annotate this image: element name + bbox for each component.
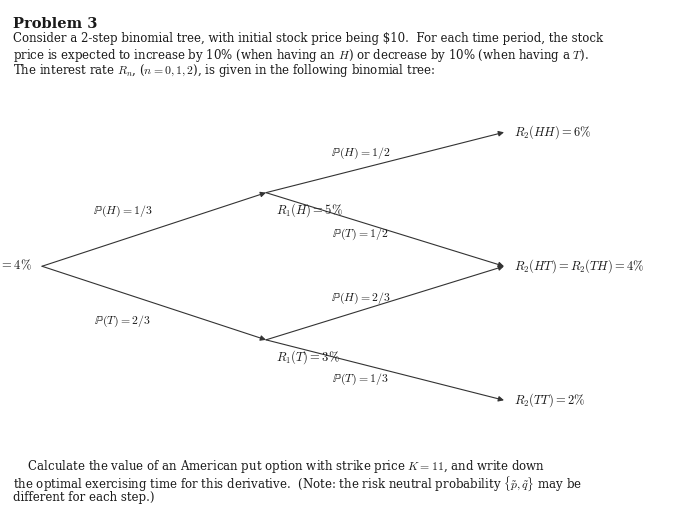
Text: $R_2(HH) = 6\%$: $R_2(HH) = 6\%$ xyxy=(514,124,592,141)
Text: $\mathbb{P}(H) = 2/3$: $\mathbb{P}(H) = 2/3$ xyxy=(330,291,391,306)
Text: Problem 3: Problem 3 xyxy=(13,17,97,31)
Text: $\mathbb{P}(H) = 1/3$: $\mathbb{P}(H) = 1/3$ xyxy=(92,204,153,219)
Text: the optimal exercising time for this derivative.  (Note: the risk neutral probab: the optimal exercising time for this der… xyxy=(13,474,582,493)
Text: $\mathbb{P}(T) = 2/3$: $\mathbb{P}(T) = 2/3$ xyxy=(94,313,150,329)
Text: $\mathbb{P}(T) = 1/2$: $\mathbb{P}(T) = 1/2$ xyxy=(332,226,389,242)
Text: $R_2(HT) = R_2(TH) = 4\%$: $R_2(HT) = R_2(TH) = 4\%$ xyxy=(514,257,645,275)
Text: $\mathbb{P}(T) = 1/3$: $\mathbb{P}(T) = 1/3$ xyxy=(332,372,389,387)
Text: Consider a 2-step binomial tree, with initial stock price being $10.  For each t: Consider a 2-step binomial tree, with in… xyxy=(13,32,603,45)
Text: $\mathbb{P}(H) = 1/2$: $\mathbb{P}(H) = 1/2$ xyxy=(331,145,390,161)
Text: $R_1(T) = 3\%$: $R_1(T) = 3\%$ xyxy=(276,348,340,366)
Text: different for each step.): different for each step.) xyxy=(13,491,154,504)
Text: Calculate the value of an American put option with strike price $K = 11$, and wr: Calculate the value of an American put o… xyxy=(13,458,545,475)
Text: The interest rate $R_n$, ($n = 0, 1, 2$), is given in the following binomial tre: The interest rate $R_n$, ($n = 0, 1, 2$)… xyxy=(13,62,435,79)
Text: $R_0 = 4\%$: $R_0 = 4\%$ xyxy=(0,258,32,275)
Text: $R_2(TT) = 2\%$: $R_2(TT) = 2\%$ xyxy=(514,391,586,409)
Text: price is expected to increase by 10% (when having an $H$) or decrease by 10% (wh: price is expected to increase by 10% (wh… xyxy=(13,47,589,64)
Text: $R_1(H) = 5\%$: $R_1(H) = 5\%$ xyxy=(276,201,344,219)
